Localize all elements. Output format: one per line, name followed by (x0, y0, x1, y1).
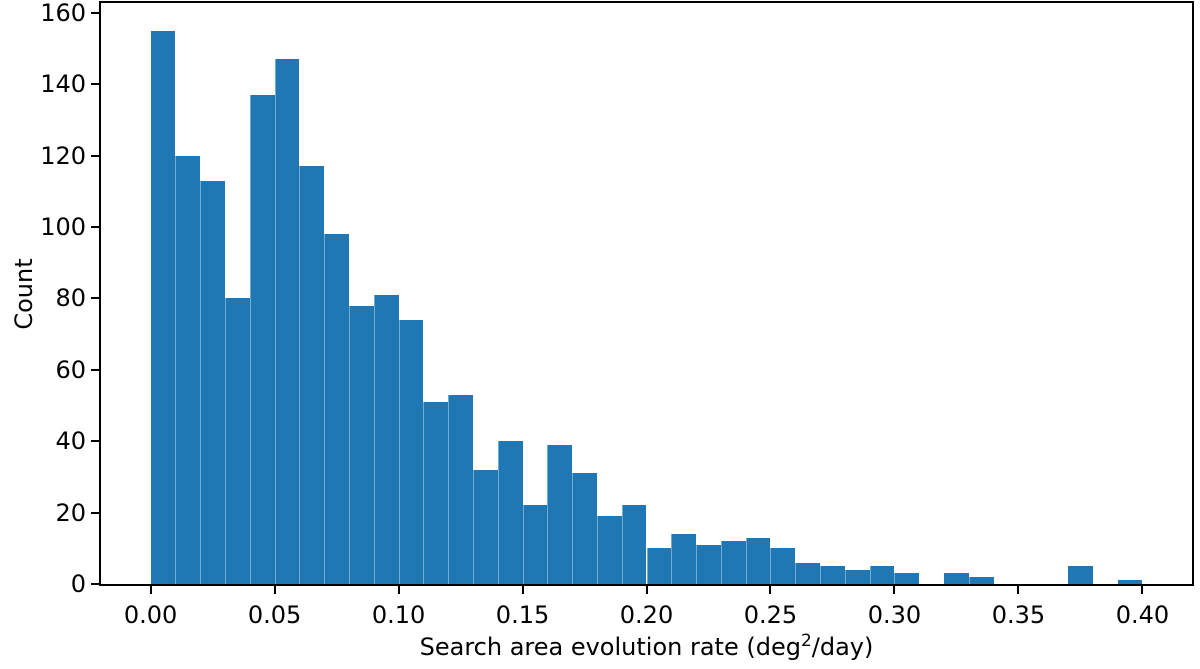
histogram-bar (720, 541, 746, 584)
histogram-bar (497, 441, 523, 584)
y-axis-tick-label: 120 (40, 141, 86, 170)
histogram-bar (324, 234, 349, 584)
y-axis-tick-label: 60 (55, 355, 86, 384)
histogram-bar (820, 566, 845, 584)
histogram-bar (1068, 566, 1093, 584)
x-axis-tick-label: 0.40 (1115, 601, 1170, 629)
x-axis-tick-label: 0.30 (867, 601, 922, 629)
histogram-bar (224, 298, 250, 584)
histogram-bar (274, 59, 300, 584)
histogram-bar (200, 180, 225, 584)
histogram-bar (596, 516, 622, 584)
histogram-bar (150, 30, 176, 584)
y-axis-tick-label: 0 (70, 570, 86, 598)
histogram-bar (968, 576, 994, 584)
histogram-bar (348, 305, 374, 584)
x-axis-tick (645, 586, 648, 594)
x-axis-tick-label: 0.10 (371, 601, 426, 629)
x-axis-tick (273, 586, 276, 594)
plot-area (99, 1, 1194, 586)
x-axis-label-text: Search area evolution rate (deg (419, 633, 801, 661)
x-axis-label: Search area evolution rate (deg2/day) (99, 632, 1194, 662)
histogram-bar (844, 569, 870, 584)
histogram-bar (894, 573, 920, 584)
y-axis-tick (91, 83, 99, 86)
histogram-bar (572, 473, 597, 584)
histogram-bar (423, 401, 449, 584)
x-axis-tick-label: 0.15 (495, 601, 550, 629)
y-axis-tick-label: 20 (55, 498, 86, 527)
x-axis-tick-label: 0.25 (743, 601, 798, 629)
y-axis-tick-label: 40 (55, 427, 86, 456)
y-axis-tick (91, 583, 99, 585)
x-axis-tick (1017, 586, 1020, 594)
x-axis-tick-label: 0.00 (123, 601, 178, 629)
y-axis-tick (91, 440, 99, 443)
y-axis-tick (91, 154, 99, 157)
x-axis-tick (521, 586, 524, 594)
histogram-bar (696, 544, 721, 584)
histogram-bar (1117, 580, 1143, 584)
histogram-bar (646, 548, 672, 584)
x-axis-tick-label: 0.20 (619, 601, 674, 629)
histogram-bar (448, 394, 473, 584)
histogram-bar (671, 534, 697, 584)
y-axis-tick-label: 160 (40, 0, 86, 27)
histogram-bar (745, 537, 771, 584)
histogram-bar (944, 573, 969, 584)
histogram-bar (795, 562, 821, 584)
y-axis-tick (91, 226, 99, 228)
x-axis-tick (1141, 586, 1144, 594)
histogram-bar (621, 505, 647, 584)
x-axis-tick-label: 0.35 (991, 601, 1046, 629)
x-axis-tick (769, 586, 772, 594)
histogram-bar (373, 294, 399, 584)
histogram-bar (770, 548, 796, 584)
histogram-bar (398, 319, 424, 584)
histogram-bar (472, 469, 498, 584)
y-axis-tick-label: 100 (40, 213, 86, 241)
histogram-bar (299, 166, 325, 584)
y-axis-tick (91, 297, 99, 300)
x-axis-label-superscript: 2 (800, 631, 812, 651)
x-axis-label-units: /day) (811, 633, 874, 661)
y-axis-tick-label: 80 (55, 284, 86, 313)
x-axis-tick (149, 586, 152, 594)
histogram-bar (547, 444, 573, 584)
histogram-bar (869, 566, 895, 584)
x-axis-tick (397, 586, 400, 594)
histogram-bar (249, 94, 275, 584)
y-axis-tick (91, 11, 99, 14)
y-axis-tick (91, 511, 99, 514)
x-axis-tick (893, 586, 896, 594)
histogram-bar (175, 155, 201, 584)
y-axis-tick (91, 368, 99, 371)
y-axis-tick-label: 140 (40, 70, 86, 99)
x-axis-tick-label: 0.05 (247, 601, 302, 629)
histogram-bar (522, 505, 548, 584)
